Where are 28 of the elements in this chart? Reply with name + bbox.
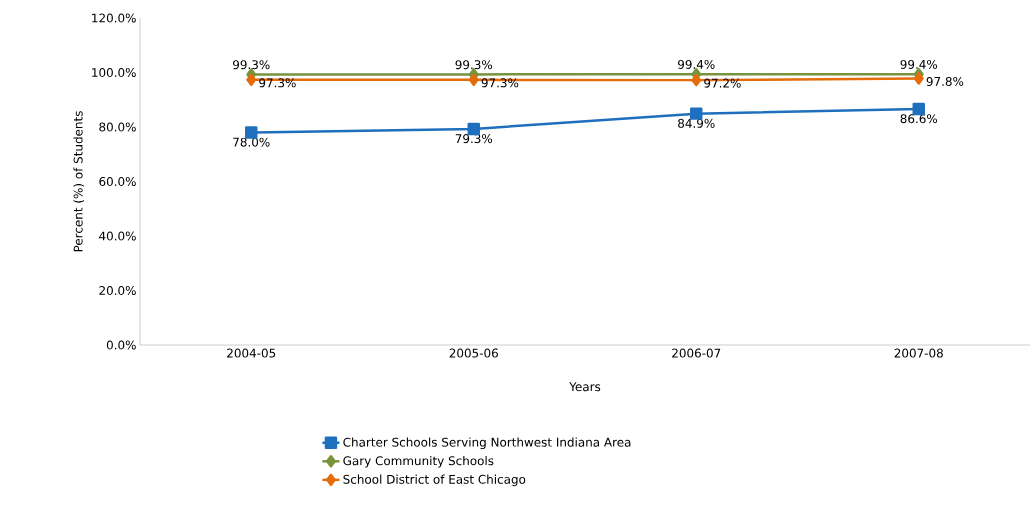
x-tick-label: 2005-06	[449, 348, 498, 358]
y-tick-label: 0.0%	[106, 340, 136, 350]
legend-label: Charter Schools Serving Northwest Indiana Area	[343, 437, 631, 450]
data-label: 86.6%	[900, 114, 938, 124]
data-label: 97.2%	[704, 78, 741, 88]
data-label: 99.4%	[900, 59, 938, 69]
data-label: 99.4%	[678, 59, 715, 69]
data-label: 97.3%	[481, 78, 519, 88]
data-label: 97.3%	[259, 78, 296, 88]
legend-label: School District of East Chicago	[343, 474, 526, 487]
data-label: 84.9%	[678, 118, 715, 128]
data-label: 78.0%	[233, 137, 270, 147]
data-label: 99.3%	[233, 60, 270, 70]
y-tick-label: 120.0%	[92, 13, 136, 23]
y-tick-label: 100.0%	[92, 67, 136, 78]
x-tick-label: 2007-08	[894, 348, 943, 358]
y-tick-label: 80.0%	[99, 122, 136, 132]
y-tick-label: 40.0%	[99, 231, 136, 241]
legend-label: Gary Community Schools	[343, 456, 494, 468]
y-tick-label: 20.0%	[99, 285, 136, 296]
data-label: 79.3%	[455, 134, 493, 144]
x-tick-label: 2006-07	[672, 348, 721, 358]
y-axis-title: Percent (%) of Students	[73, 111, 85, 252]
data-label: 99.3%	[455, 60, 493, 70]
data-label: 97.8%	[926, 76, 964, 86]
x-tick-label: 2004-05	[227, 348, 276, 358]
x-axis-title: Years	[569, 382, 601, 392]
y-tick-label: 60.0%	[99, 176, 136, 187]
